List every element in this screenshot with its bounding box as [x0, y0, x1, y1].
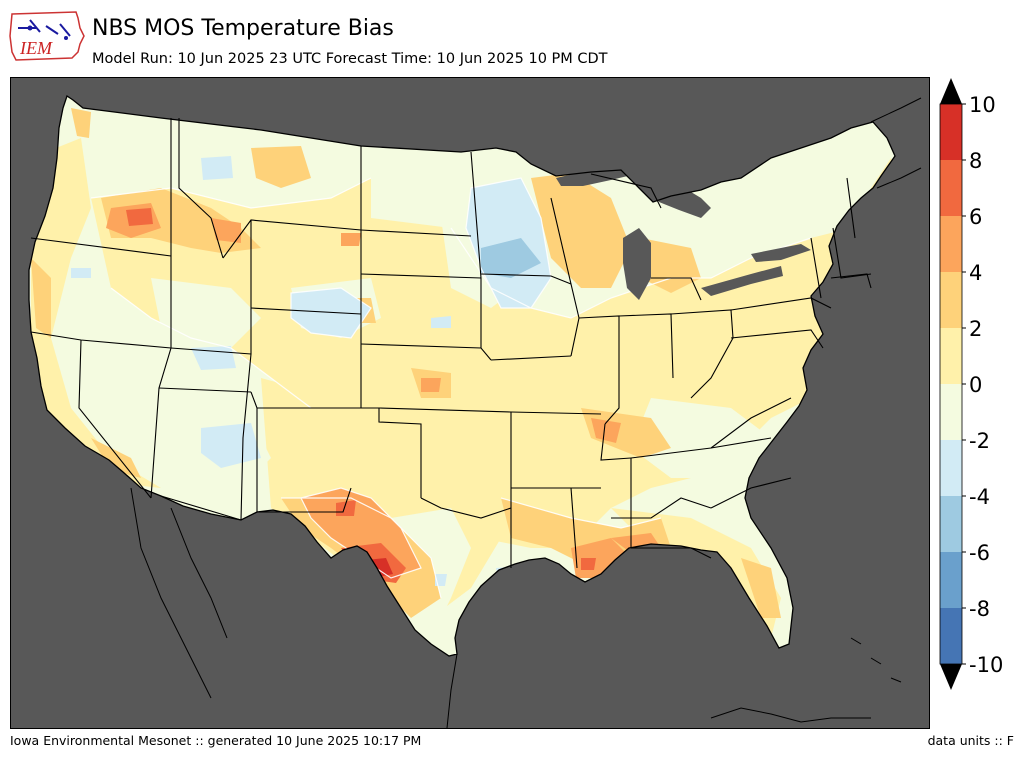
footer-units: data units :: F — [927, 733, 1014, 748]
colorbar-segment — [940, 552, 962, 608]
colorbar-segment — [940, 608, 962, 664]
colorbar-tick-label: 4 — [969, 261, 982, 285]
chart-subtitle: Model Run: 10 Jun 2025 23 UTC Forecast T… — [92, 51, 608, 67]
colorbar-tick-label: -4 — [969, 485, 990, 509]
colorbar-segment — [940, 160, 962, 216]
colorbar-segment — [940, 496, 962, 552]
footer-credit: Iowa Environmental Mesonet :: generated … — [10, 733, 422, 748]
bias-contours — [31, 108, 895, 648]
conus-map — [28, 95, 922, 728]
state-borders — [30, 118, 872, 569]
colorbar-tick-label: -8 — [969, 597, 990, 621]
colorbar-segment — [940, 272, 962, 328]
colorbar-tick-label: -2 — [969, 429, 990, 453]
colorbar-segment — [940, 384, 962, 440]
colorbar-tick-label: 0 — [969, 373, 982, 397]
colorbar-segment — [940, 440, 962, 496]
coastlines — [130, 97, 922, 728]
colorbar: 10 8 6 4 2 0 -2 -4 -6 -8 -10 — [938, 78, 1024, 693]
colorbar-segment — [940, 328, 962, 384]
great-lakes — [556, 168, 811, 300]
iem-logo: IEM — [6, 6, 86, 62]
colorbar-tick-label: 8 — [969, 149, 982, 173]
map-panel — [10, 77, 930, 729]
colorbar-tick-label: 6 — [969, 205, 982, 229]
colorbar-segment — [940, 216, 962, 272]
colorbar-tick-label: -6 — [969, 541, 990, 565]
colorbar-tick-label: -10 — [969, 653, 1003, 677]
logo-text: IEM — [19, 38, 53, 58]
colorbar-extend-max — [940, 78, 962, 104]
colorbar-tick-label: 2 — [969, 317, 982, 341]
colorbar-segment — [940, 104, 962, 160]
colorbar-tick-label: 10 — [969, 93, 996, 117]
colorbar-extend-min — [940, 664, 962, 690]
chart-title: NBS MOS Temperature Bias — [92, 16, 394, 41]
